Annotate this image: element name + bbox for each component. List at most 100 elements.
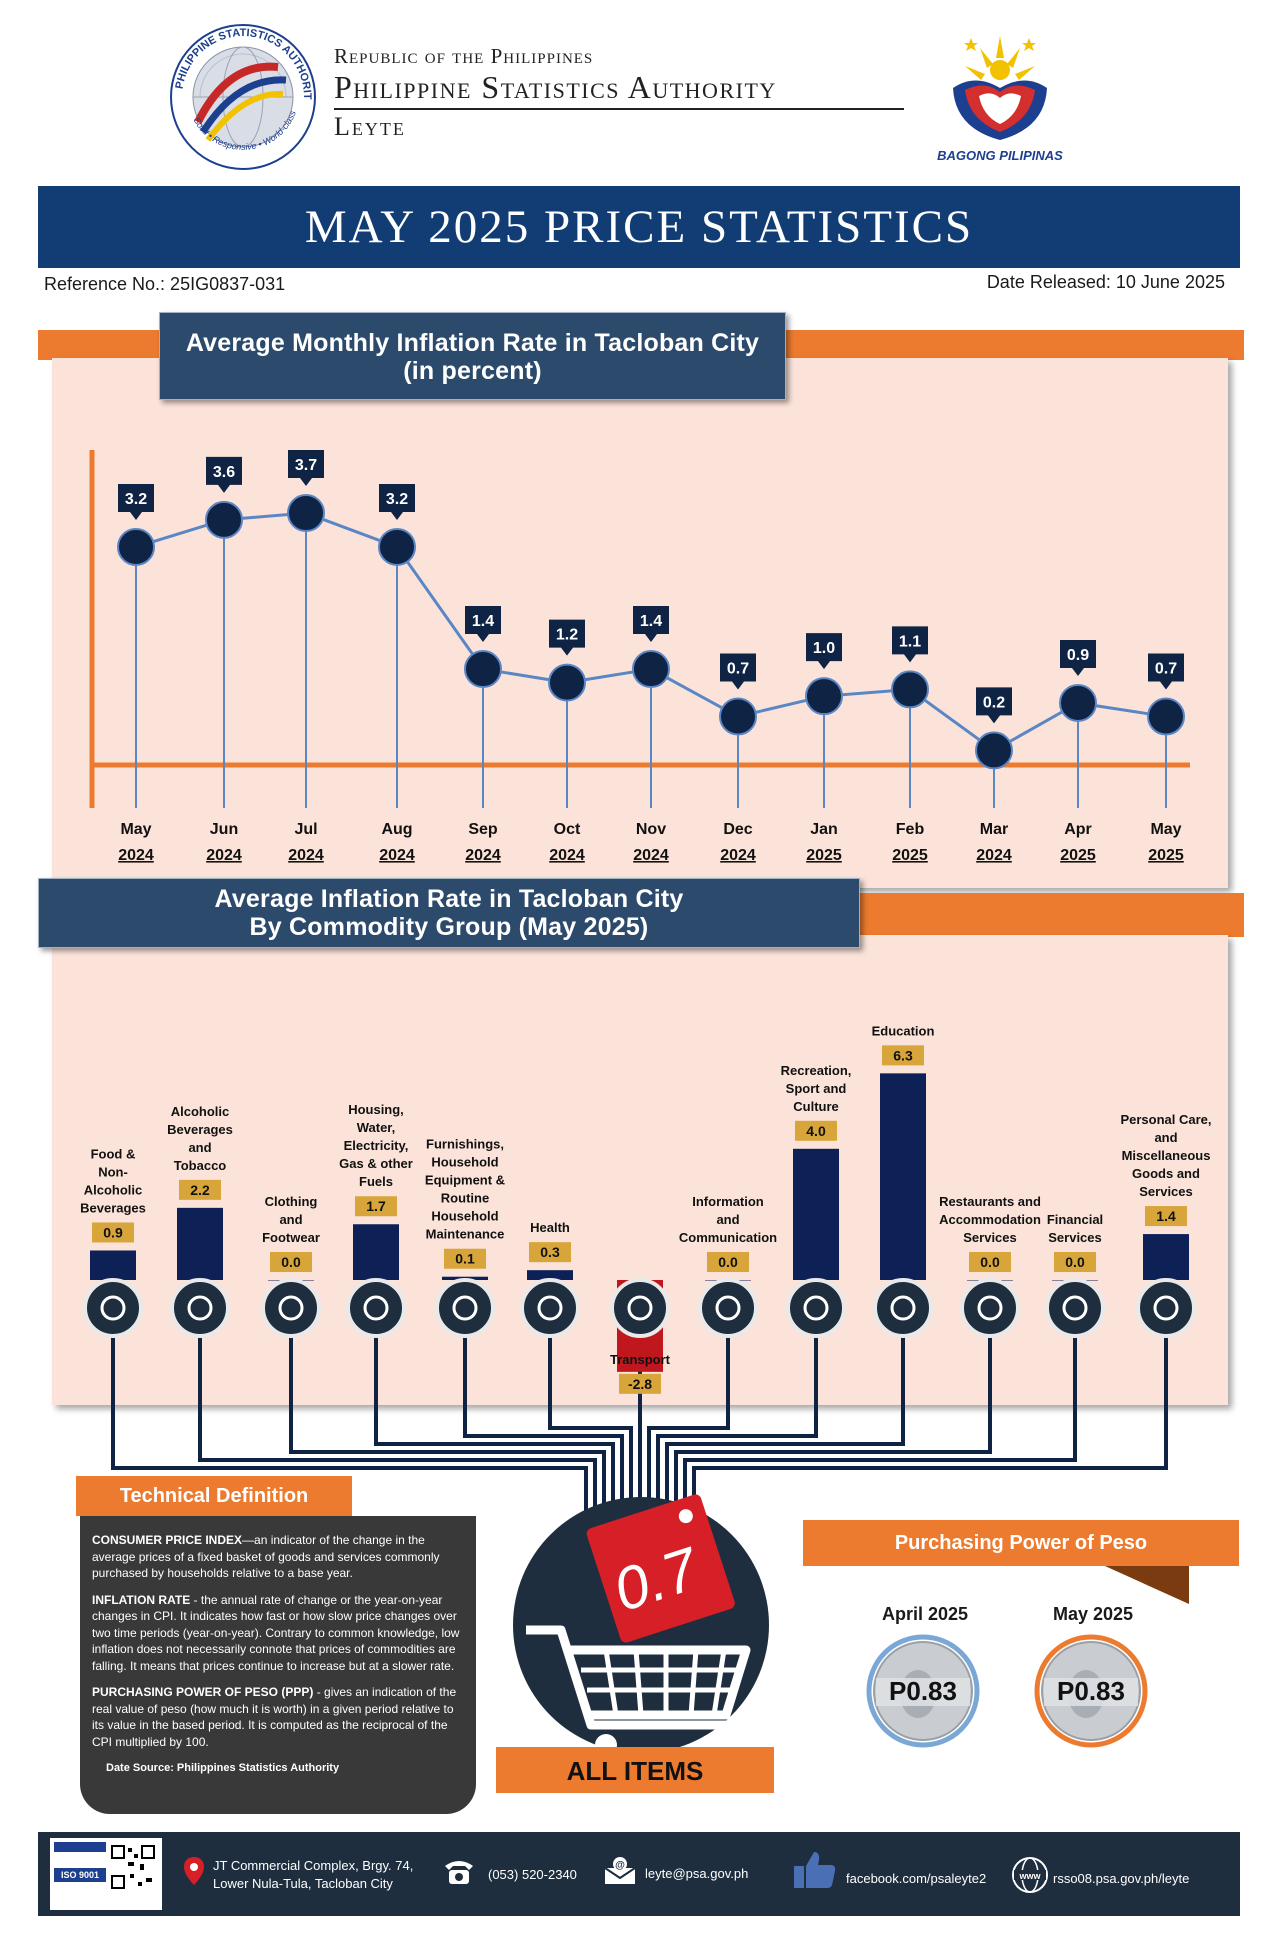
- x-tick-year: 2024: [118, 847, 154, 864]
- x-tick-month: May: [120, 821, 151, 838]
- value-label: 6.3: [893, 1047, 913, 1063]
- technical-definition-box: CONSUMER PRICE INDEX—an indicator of the…: [80, 1516, 476, 1814]
- connector-line: [656, 1308, 818, 1545]
- category-label: Accommodation: [939, 1212, 1041, 1227]
- vehicles-icon: [610, 1278, 670, 1338]
- commodity-chart-title: Average Inflation Rate in Tacloban City …: [38, 878, 860, 948]
- x-tick-month: Aug: [381, 821, 412, 838]
- monthly-chart-title-line1: Average Monthly Inflation Rate in Taclob…: [185, 329, 760, 357]
- value-label-box: [270, 1252, 312, 1272]
- value-label: 1.7: [366, 1198, 386, 1214]
- x-tick-month: Oct: [554, 821, 581, 838]
- x-tick-month: Jul: [294, 821, 317, 838]
- commodity-bar: [90, 1250, 136, 1280]
- category-label: Food &: [91, 1146, 136, 1161]
- data-label-callout: [633, 606, 669, 643]
- x-tick-month: Sep: [468, 821, 498, 838]
- category-label: Beverages: [167, 1122, 233, 1137]
- bagong-pilipinas-label: BAGONG PILIPINAS: [937, 148, 1063, 163]
- value-label-box: [529, 1242, 571, 1263]
- category-label: Education: [872, 1023, 935, 1038]
- x-tick-year: 2024: [465, 847, 501, 864]
- email-icon: @: [604, 1857, 636, 1884]
- telephone-icon: [445, 1861, 473, 1884]
- x-tick-year: 2025: [892, 847, 928, 864]
- value-label: 0.0: [1065, 1254, 1085, 1270]
- email-address[interactable]: leyte@psa.gov.ph: [645, 1866, 749, 1881]
- category-label: Sport and: [786, 1081, 847, 1096]
- peso-coin-icon-april: P0.83: [866, 1634, 980, 1748]
- category-label: Tobacco: [174, 1158, 227, 1173]
- data-label-callout: [379, 483, 415, 520]
- connector-line: [665, 1308, 905, 1545]
- data-point: [1059, 683, 1097, 722]
- category-label: Maintenance: [426, 1227, 505, 1242]
- x-tick-year: 2024: [379, 847, 415, 864]
- category-label: Water,: [357, 1120, 396, 1135]
- ppp-label-april: April 2025: [881, 1604, 969, 1624]
- category-label: and: [279, 1212, 302, 1227]
- category-label: Footwear: [262, 1230, 320, 1245]
- facebook-link[interactable]: facebook.com/psaleyte2: [846, 1871, 987, 1886]
- commodity-bar: [353, 1224, 399, 1280]
- value-label-box: [444, 1248, 486, 1269]
- x-tick-year: 2024: [206, 847, 242, 864]
- x-tick-year: 2024: [288, 847, 324, 864]
- connector-line: [289, 1308, 606, 1545]
- ppp-label-may: May 2025: [1052, 1604, 1134, 1624]
- connector-line: [198, 1308, 597, 1545]
- x-tick-month: Dec: [723, 821, 752, 838]
- data-source: Date Source: Philippines Statistics Auth…: [106, 1762, 340, 1774]
- category-label: Clothing: [265, 1194, 318, 1209]
- data-point: [975, 731, 1013, 770]
- category-label: Services: [1139, 1184, 1193, 1199]
- value-label-box: [355, 1196, 397, 1217]
- data-label: 0.7: [727, 661, 749, 678]
- x-tick-month: May: [1150, 821, 1181, 838]
- clothing-icon: [261, 1278, 321, 1338]
- bagong-pilipinas-logo: [935, 28, 1065, 148]
- value-label-box: [969, 1252, 1011, 1272]
- bottle-cigarette-icon: [170, 1278, 230, 1338]
- phone-number[interactable]: (053) 520-2340: [488, 1867, 577, 1882]
- data-label: 0.7: [1155, 661, 1177, 678]
- category-label: Financial: [1047, 1212, 1103, 1227]
- x-tick-month: Jan: [810, 821, 838, 838]
- category-label: Housing,: [348, 1102, 404, 1117]
- category-label: Services: [1048, 1230, 1102, 1245]
- coin-ring: [866, 1634, 980, 1748]
- value-label-box: [92, 1222, 134, 1243]
- icon-glyph: [100, 1295, 126, 1321]
- icon-glyph: [1062, 1295, 1088, 1321]
- icon-glyph: [1153, 1295, 1179, 1321]
- office-line: Leyte: [334, 112, 406, 141]
- icon-glyph: [977, 1295, 1003, 1321]
- x-tick-year: 2024: [976, 847, 1012, 864]
- value-label-box: [707, 1252, 749, 1272]
- data-point: [548, 663, 586, 702]
- data-label-callout: [976, 687, 1012, 724]
- website-link[interactable]: rsso08.psa.gov.ph/leyte: [1053, 1871, 1190, 1886]
- agency-line: Philippine Statistics Authority: [334, 69, 904, 110]
- data-label-callout: [465, 606, 501, 643]
- x-tick-year: 2024: [633, 847, 669, 864]
- category-label: Miscellaneous: [1122, 1148, 1211, 1163]
- data-label-callout: [806, 633, 842, 670]
- coin-value: P0.83: [889, 1676, 957, 1706]
- dining-icon: [960, 1278, 1020, 1338]
- data-point: [287, 494, 325, 533]
- icon-glyph: [627, 1295, 653, 1321]
- x-tick-year: 2024: [549, 847, 585, 864]
- category-label: and: [1154, 1130, 1177, 1145]
- data-label: 1.2: [556, 627, 578, 644]
- category-label: Equipment &: [425, 1173, 505, 1188]
- x-tick-year: 2025: [1148, 847, 1184, 864]
- svg-text:@: @: [615, 1860, 625, 1871]
- monthly-chart-title: Average Monthly Inflation Rate in Taclob…: [159, 312, 786, 400]
- data-label-callout: [549, 619, 585, 656]
- commodity-bar: [177, 1207, 223, 1280]
- psa-seal-logo: PHILIPPINE STATISTICS AUTHORITY Solid • …: [164, 13, 318, 172]
- category-label: Furnishings,: [426, 1137, 504, 1152]
- value-label-box: [1145, 1206, 1187, 1227]
- inflation-definition: INFLATION RATE - the annual rate of chan…: [92, 1592, 460, 1673]
